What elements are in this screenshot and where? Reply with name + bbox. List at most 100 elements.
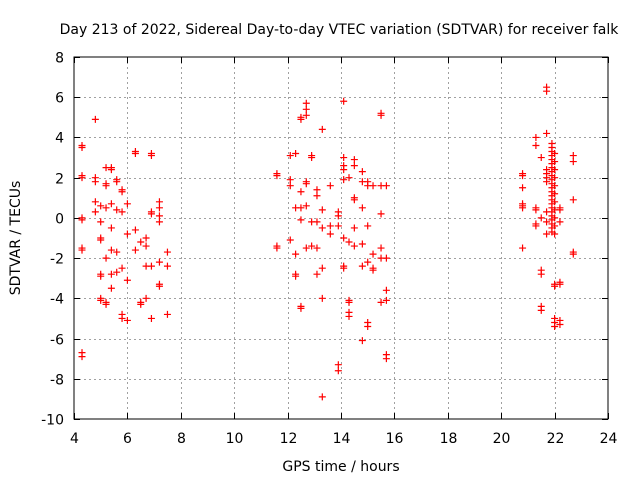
- data-point: [340, 97, 348, 105]
- data-point: [551, 222, 559, 230]
- data-point: [358, 240, 366, 248]
- data-point: [551, 190, 559, 198]
- data-point: [537, 154, 545, 162]
- data-point: [142, 234, 150, 242]
- data-point: [123, 316, 131, 324]
- data-point: [377, 111, 385, 119]
- data-point: [163, 248, 171, 256]
- data-point: [147, 314, 155, 322]
- data-point: [551, 282, 559, 290]
- data-point: [102, 300, 110, 308]
- data-point: [364, 258, 372, 266]
- data-point: [102, 254, 110, 262]
- data-point: [318, 264, 326, 272]
- data-point: [102, 182, 110, 190]
- data-point: [543, 230, 551, 238]
- data-point: [292, 272, 300, 280]
- data-point: [302, 99, 310, 107]
- data-point: [382, 254, 390, 262]
- y-tick-label: 0: [55, 212, 64, 228]
- x-tick-label: 14: [333, 431, 351, 447]
- data-point: [334, 212, 342, 220]
- data-point: [308, 242, 316, 250]
- y-tick-label: -6: [50, 333, 64, 349]
- data-point: [326, 222, 334, 230]
- data-point: [532, 141, 540, 149]
- data-point: [137, 300, 145, 308]
- data-point: [297, 216, 305, 224]
- y-tick-label: 6: [55, 91, 64, 107]
- data-points: [78, 83, 577, 401]
- data-point: [155, 212, 163, 220]
- data-point: [569, 158, 577, 166]
- data-point: [537, 306, 545, 314]
- grid-lines: [74, 57, 608, 419]
- data-point: [551, 158, 559, 166]
- data-point: [137, 238, 145, 246]
- data-point: [358, 262, 366, 270]
- data-point: [318, 294, 326, 302]
- data-point: [345, 174, 353, 182]
- data-point: [97, 218, 105, 226]
- data-point: [113, 206, 121, 214]
- data-point: [551, 174, 559, 182]
- data-point: [532, 222, 540, 230]
- data-point: [350, 196, 358, 204]
- data-point: [273, 172, 281, 180]
- y-tick-label: -8: [50, 373, 64, 389]
- data-point: [286, 236, 294, 244]
- tick-marks: [74, 57, 609, 420]
- data-point: [107, 200, 115, 208]
- data-point: [118, 314, 126, 322]
- data-point: [382, 182, 390, 190]
- data-point: [147, 210, 155, 218]
- data-point: [297, 188, 305, 196]
- data-point: [118, 264, 126, 272]
- data-point: [556, 206, 564, 214]
- data-point: [318, 206, 326, 214]
- data-point: [364, 322, 372, 330]
- data-point: [302, 202, 310, 210]
- data-point: [569, 152, 577, 160]
- data-point: [297, 304, 305, 312]
- x-tick-label: 10: [226, 431, 244, 447]
- data-point: [91, 178, 99, 186]
- data-point: [142, 294, 150, 302]
- data-point: [382, 286, 390, 294]
- data-point: [78, 144, 86, 151]
- data-point: [297, 113, 305, 121]
- x-tick-label: 24: [600, 431, 618, 447]
- data-point: [292, 150, 300, 158]
- data-point: [97, 272, 105, 280]
- data-point: [142, 242, 150, 250]
- data-point: [91, 115, 99, 123]
- data-point: [350, 162, 358, 170]
- data-point: [551, 150, 559, 158]
- y-tick-label: -4: [50, 292, 64, 308]
- data-point: [369, 250, 377, 258]
- data-point: [292, 250, 300, 258]
- data-point: [340, 176, 348, 184]
- data-point: [345, 298, 353, 306]
- data-point: [382, 296, 390, 304]
- y-tick-label: 8: [55, 51, 64, 67]
- data-point: [556, 218, 564, 226]
- data-point: [537, 214, 545, 222]
- y-tick-label: -10: [41, 413, 64, 429]
- data-point: [551, 214, 559, 222]
- data-point: [155, 258, 163, 266]
- y-axis-label: SDTVAR / TECUs: [8, 181, 24, 296]
- data-point: [286, 152, 294, 160]
- data-point: [107, 224, 115, 232]
- data-point: [532, 206, 540, 214]
- data-point: [350, 242, 358, 250]
- data-point: [131, 150, 139, 158]
- data-point: [302, 111, 310, 119]
- data-point: [318, 125, 326, 133]
- data-point: [313, 186, 321, 194]
- data-point: [334, 367, 342, 375]
- data-point: [113, 178, 121, 186]
- data-point: [326, 182, 334, 190]
